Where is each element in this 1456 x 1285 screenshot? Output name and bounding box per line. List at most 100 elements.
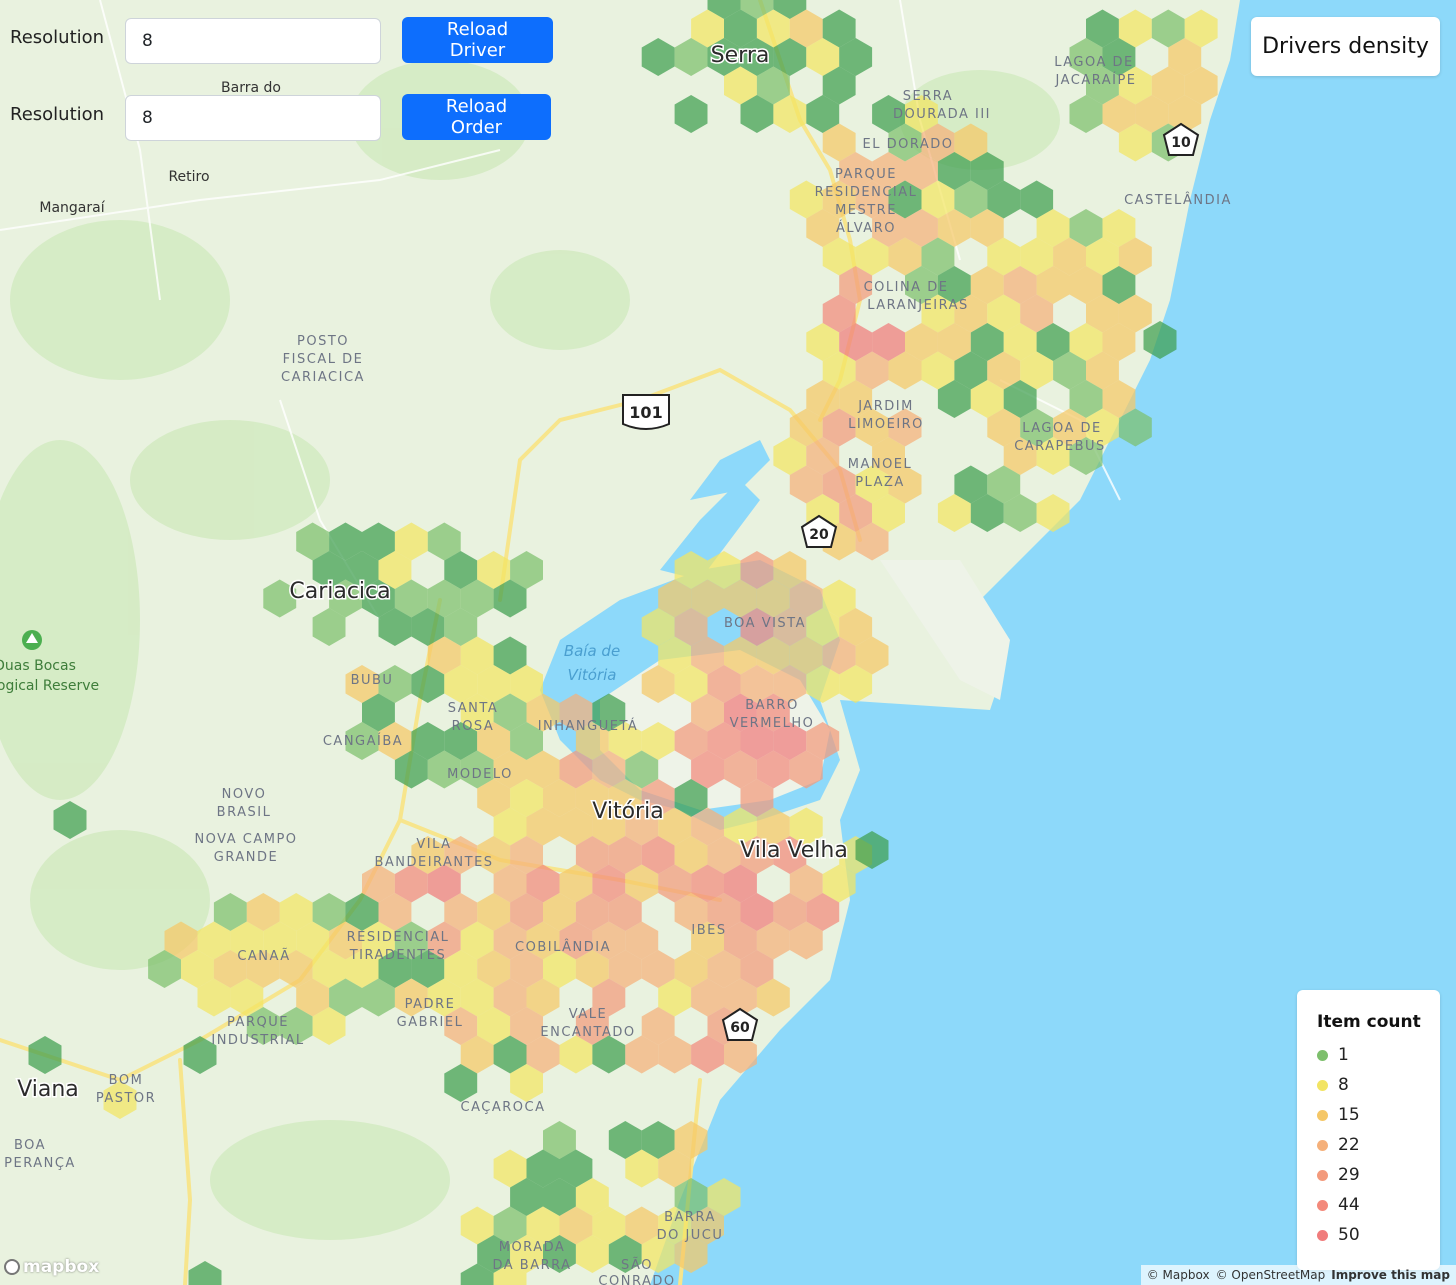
hex-cell[interactable] (493, 921, 527, 960)
hex-cell[interactable] (905, 323, 938, 361)
hex-cell[interactable] (444, 893, 478, 931)
hex-cell[interactable] (691, 1206, 724, 1245)
hex-cell[interactable] (707, 1178, 741, 1216)
hex-cell[interactable] (608, 722, 642, 760)
hex-cell[interactable] (1102, 266, 1136, 304)
hex-cell[interactable] (674, 665, 708, 703)
hex-cell[interactable] (822, 294, 856, 333)
hex-cell[interactable] (855, 465, 889, 504)
hex-cell[interactable] (937, 494, 971, 532)
hex-cell[interactable] (1020, 237, 1054, 276)
hex-cell[interactable] (839, 380, 873, 418)
hex-cell[interactable] (674, 893, 708, 931)
hex-cell[interactable] (625, 921, 659, 960)
hex-cell[interactable] (674, 836, 708, 874)
hex-cell[interactable] (1053, 408, 1086, 447)
hex-cell[interactable] (872, 437, 905, 475)
hex-cell[interactable] (641, 665, 675, 703)
hex-cell[interactable] (625, 807, 659, 846)
hex-cell[interactable] (987, 294, 1021, 333)
hex-cell[interactable] (1118, 294, 1152, 333)
hex-cell[interactable] (773, 95, 807, 133)
hex-cell[interactable] (526, 1149, 560, 1188)
hex-cell[interactable] (724, 636, 757, 675)
hex-cell[interactable] (148, 950, 181, 988)
hex-cell[interactable] (543, 1121, 576, 1159)
hex-cell[interactable] (1003, 494, 1037, 532)
hex-cell[interactable] (724, 921, 757, 960)
hex-cell[interactable] (691, 864, 724, 903)
hex-cell[interactable] (756, 9, 790, 48)
hex-cell[interactable] (444, 722, 478, 760)
hex-cell[interactable] (575, 950, 609, 988)
hex-cell[interactable] (674, 95, 708, 133)
hex-cell[interactable] (822, 465, 856, 504)
hex-cell[interactable] (362, 693, 395, 732)
hex-cell[interactable] (1036, 323, 1070, 361)
hex-cell[interactable] (970, 323, 1004, 361)
hex-cell[interactable] (394, 864, 428, 903)
hex-cell[interactable] (296, 522, 330, 561)
hex-cell[interactable] (510, 722, 543, 760)
hex-cell[interactable] (822, 237, 856, 276)
hex-cell[interactable] (888, 123, 922, 162)
hex-cell[interactable] (724, 579, 757, 618)
hex-cell[interactable] (279, 950, 313, 988)
hex-cell[interactable] (608, 893, 642, 931)
hex-cell[interactable] (789, 864, 823, 903)
hex-cell[interactable] (411, 722, 445, 760)
hex-cell[interactable] (822, 123, 856, 162)
hex-cell[interactable] (279, 1007, 313, 1045)
hex-cell[interactable] (296, 921, 330, 960)
hex-cell[interactable] (477, 722, 511, 760)
hex-cell[interactable] (460, 1035, 494, 1074)
hex-cell[interactable] (510, 665, 543, 703)
hex-cell[interactable] (460, 579, 494, 618)
hex-cell[interactable] (329, 522, 362, 561)
hex-cell[interactable] (789, 408, 823, 447)
hex-cell[interactable] (213, 893, 247, 931)
hex-cell[interactable] (822, 180, 856, 219)
reload-order-button[interactable]: Reload Order (402, 94, 551, 140)
hex-cell[interactable] (625, 1035, 659, 1074)
hex-cell[interactable] (510, 1178, 543, 1216)
hex-cell[interactable] (905, 95, 938, 133)
hex-cell[interactable] (724, 750, 757, 789)
hex-cell[interactable] (164, 921, 198, 960)
hex-cell[interactable] (674, 1178, 708, 1216)
hex-cell[interactable] (855, 351, 889, 390)
hex-cell[interactable] (477, 1235, 511, 1273)
hex-cell[interactable] (526, 1206, 560, 1245)
hex-cell[interactable] (1036, 494, 1070, 532)
hex-cell[interactable] (1102, 95, 1136, 133)
hex-cell[interactable] (740, 893, 774, 931)
hex-cell[interactable] (559, 864, 593, 903)
hex-cell[interactable] (789, 9, 823, 48)
hex-cell[interactable] (1069, 380, 1103, 418)
hex-cell[interactable] (740, 722, 774, 760)
hex-cell[interactable] (493, 636, 527, 675)
hex-cell[interactable] (773, 38, 807, 76)
hex-cell[interactable] (575, 836, 609, 874)
hex-cell[interactable] (510, 1064, 543, 1102)
hex-cell[interactable] (773, 0, 807, 19)
hex-cell[interactable] (1036, 209, 1070, 247)
hex-cell[interactable] (197, 921, 231, 960)
hex-cell[interactable] (1118, 237, 1152, 276)
hex-cell[interactable] (1069, 209, 1103, 247)
hex-cell[interactable] (394, 978, 428, 1017)
hex-cell[interactable] (839, 38, 873, 76)
hex-cell[interactable] (1020, 408, 1054, 447)
hex-cell[interactable] (740, 608, 774, 646)
hex-cell[interactable] (872, 152, 905, 190)
hex-cell[interactable] (230, 921, 264, 960)
mapbox-logo[interactable]: mapbox (4, 1257, 99, 1277)
hex-cell[interactable] (444, 1007, 478, 1045)
hex-cell[interactable] (1086, 66, 1119, 105)
hex-cell[interactable] (543, 1178, 576, 1216)
hex-cell[interactable] (806, 437, 840, 475)
hex-cell[interactable] (773, 665, 807, 703)
hex-cell[interactable] (378, 950, 412, 988)
hex-cell[interactable] (789, 636, 823, 675)
